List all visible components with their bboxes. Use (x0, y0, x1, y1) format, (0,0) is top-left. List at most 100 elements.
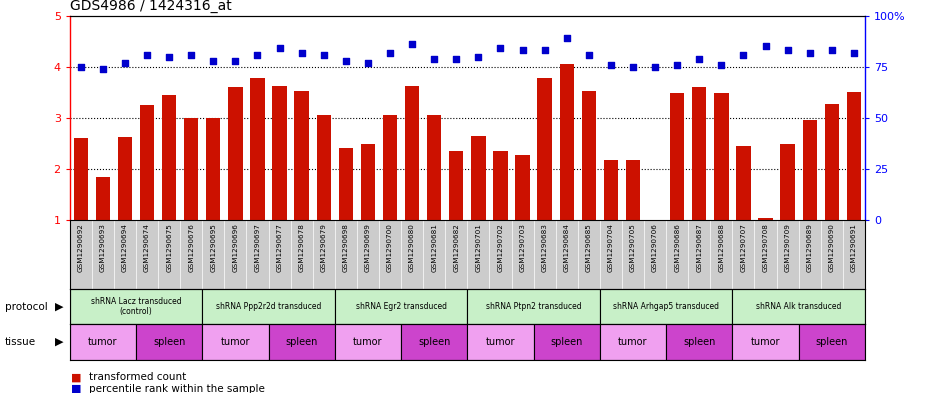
Bar (534, 324, 600, 360)
Point (780, 47, 795, 53)
Text: GSM1290703: GSM1290703 (520, 224, 525, 272)
Text: shRNA Egr2 transduced: shRNA Egr2 transduced (355, 302, 446, 311)
Bar (666, 324, 733, 360)
Bar (339, 147, 353, 220)
Text: spleen: spleen (153, 337, 185, 347)
Point (824, 47, 839, 53)
Text: tumor: tumor (485, 337, 515, 347)
Text: ■: ■ (71, 372, 81, 382)
Point (73, 64, 88, 70)
Bar (70, 289, 202, 324)
Text: GSM1290708: GSM1290708 (763, 224, 768, 272)
Text: GSM1290697: GSM1290697 (255, 224, 260, 272)
Bar (449, 151, 463, 220)
Point (117, 60, 132, 66)
Text: GSM1290694: GSM1290694 (122, 224, 128, 272)
Point (206, 57, 220, 64)
Point (228, 57, 243, 64)
Text: percentile rank within the sample: percentile rank within the sample (89, 384, 265, 393)
Point (162, 53, 177, 60)
Text: GSM1290691: GSM1290691 (851, 224, 857, 272)
Bar (600, 289, 733, 324)
Bar (737, 146, 751, 220)
Point (382, 50, 397, 56)
Text: GSM1290700: GSM1290700 (387, 224, 393, 272)
Text: GSM1290680: GSM1290680 (409, 224, 415, 272)
Text: GSM1290702: GSM1290702 (498, 224, 503, 272)
Bar (799, 324, 865, 360)
Text: GSM1290705: GSM1290705 (630, 224, 636, 272)
Text: tumor: tumor (220, 337, 250, 347)
Bar (472, 136, 485, 220)
Text: spleen: spleen (286, 337, 318, 347)
Point (339, 57, 353, 64)
Bar (825, 104, 839, 220)
Text: GSM1290704: GSM1290704 (608, 224, 614, 272)
Text: transformed count: transformed count (89, 372, 187, 382)
Point (736, 51, 751, 58)
Bar (600, 324, 666, 360)
Text: GSM1290681: GSM1290681 (432, 224, 437, 272)
Bar (96, 177, 110, 220)
Bar (136, 324, 203, 360)
Bar (316, 116, 331, 220)
Text: GSM1290685: GSM1290685 (586, 224, 591, 272)
Bar (733, 289, 865, 324)
Text: GSM1290686: GSM1290686 (674, 224, 680, 272)
Bar (467, 324, 534, 360)
Point (604, 62, 618, 68)
Bar (184, 118, 198, 220)
Text: shRNA Ppp2r2d transduced: shRNA Ppp2r2d transduced (216, 302, 321, 311)
Text: shRNA Alk transduced: shRNA Alk transduced (756, 302, 842, 311)
Bar (272, 86, 286, 220)
Point (670, 62, 684, 68)
Text: GSM1290706: GSM1290706 (652, 224, 658, 272)
Bar (670, 94, 684, 220)
Text: GSM1290701: GSM1290701 (475, 224, 482, 272)
Point (361, 60, 376, 66)
Bar (626, 160, 640, 220)
Point (692, 55, 707, 62)
Bar (70, 324, 136, 360)
Bar (714, 94, 728, 220)
Bar (162, 95, 177, 220)
Text: GSM1290709: GSM1290709 (785, 224, 790, 272)
Bar (250, 78, 265, 220)
Text: GSM1290696: GSM1290696 (232, 224, 238, 272)
Point (538, 47, 552, 53)
Point (846, 50, 861, 56)
Point (493, 45, 508, 51)
Point (626, 64, 641, 70)
Point (559, 35, 574, 41)
Text: GSM1290676: GSM1290676 (188, 224, 194, 272)
Bar (203, 289, 335, 324)
Bar (803, 120, 817, 220)
Bar (405, 86, 419, 220)
Text: shRNA Arhgap5 transduced: shRNA Arhgap5 transduced (613, 302, 719, 311)
Text: spleen: spleen (816, 337, 848, 347)
Text: ■: ■ (71, 384, 81, 393)
Point (294, 50, 309, 56)
Bar (692, 87, 707, 220)
Point (714, 62, 729, 68)
Bar (73, 138, 88, 220)
Text: GSM1290675: GSM1290675 (166, 224, 172, 272)
Bar (401, 324, 467, 360)
Text: tissue: tissue (5, 337, 35, 347)
Text: shRNA Lacz transduced
(control): shRNA Lacz transduced (control) (91, 297, 181, 316)
Text: spleen: spleen (551, 337, 583, 347)
Text: GSM1290677: GSM1290677 (276, 224, 283, 272)
Point (250, 51, 265, 58)
Text: GSM1290684: GSM1290684 (564, 224, 570, 272)
Bar (493, 151, 508, 220)
Point (449, 55, 464, 62)
Text: GSM1290679: GSM1290679 (321, 224, 326, 272)
Text: GSM1290707: GSM1290707 (740, 224, 747, 272)
Point (184, 51, 199, 58)
Point (427, 55, 442, 62)
Bar (604, 160, 618, 220)
Text: GSM1290678: GSM1290678 (299, 224, 305, 272)
Text: GSM1290674: GSM1290674 (144, 224, 150, 272)
Bar (206, 118, 220, 220)
Text: GSM1290690: GSM1290690 (829, 224, 835, 272)
